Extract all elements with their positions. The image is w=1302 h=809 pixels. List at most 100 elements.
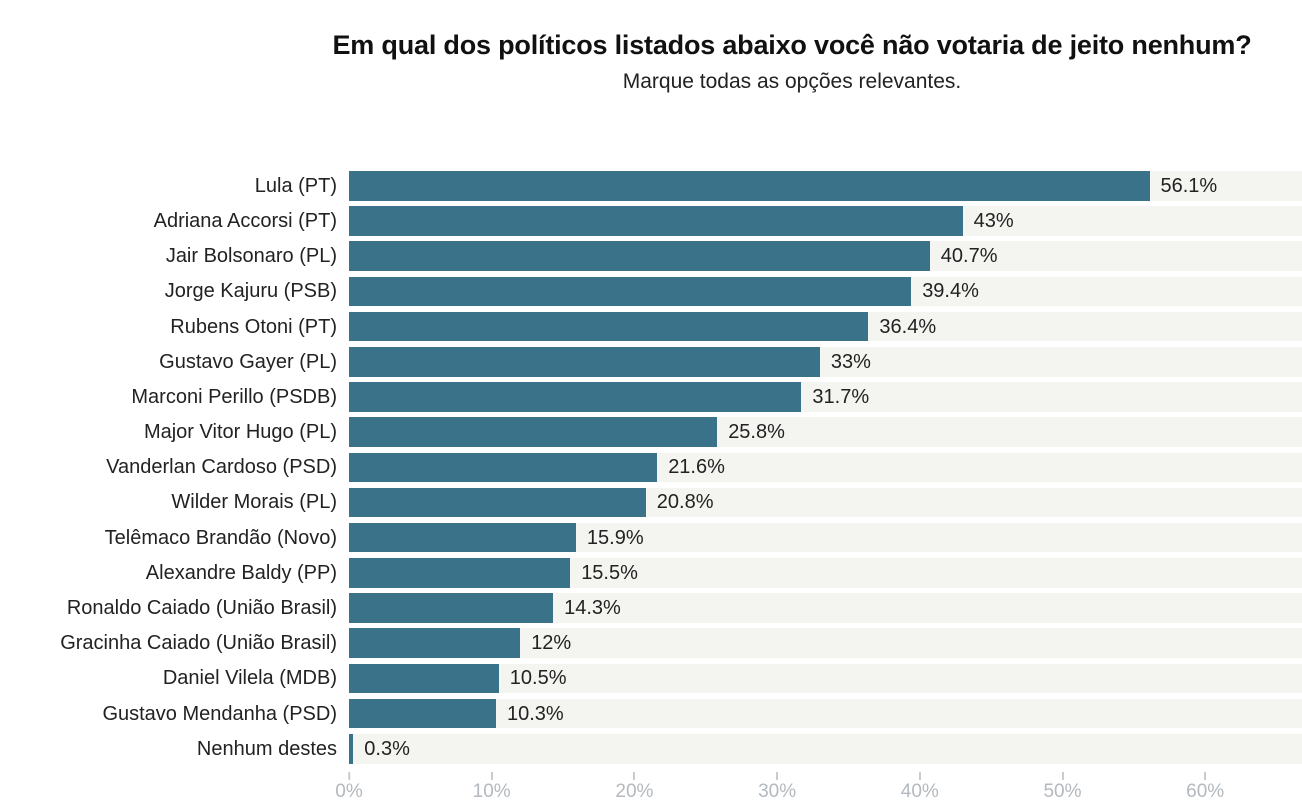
bar[interactable] xyxy=(349,663,499,694)
axis-tick-mark xyxy=(776,772,779,780)
bar[interactable] xyxy=(349,346,820,377)
bar-track: 33% xyxy=(349,346,1302,377)
category-label: Jair Bolsonaro (PL) xyxy=(165,245,337,268)
bar-track: 0.3% xyxy=(349,734,1302,764)
axis-tick: 20% xyxy=(615,772,653,801)
category-label: Marconi Perillo (PSDB) xyxy=(131,385,337,408)
bar-row: Ronaldo Caiado (União Brasil) 14.3% xyxy=(0,593,1302,623)
value-label: 21.6% xyxy=(668,456,725,479)
axis-tick-mark xyxy=(490,772,493,780)
category-label: Adriana Accorsi (PT) xyxy=(153,209,337,232)
bar-row: Alexandre Baldy (PP) 15.5% xyxy=(0,558,1302,588)
category-label: Jorge Kajuru (PSB) xyxy=(164,280,337,303)
bar-track: 14.3% xyxy=(349,593,1302,623)
axis-tick: 60% xyxy=(1186,772,1224,801)
bar-row: Daniel Vilela (MDB) 10.5% xyxy=(0,663,1302,694)
bar-row: Vanderlan Cardoso (PSD) 21.6% xyxy=(0,452,1302,483)
category-label: Ronaldo Caiado (União Brasil) xyxy=(66,597,337,620)
value-label: 10.5% xyxy=(509,667,567,690)
value-label: 15.9% xyxy=(586,526,644,549)
chart-subtitle: Marque todas as opções relevantes. xyxy=(622,70,962,93)
bar[interactable] xyxy=(349,311,869,342)
value-label: 15.5% xyxy=(581,561,638,584)
bar[interactable] xyxy=(349,558,571,588)
value-label: 43% xyxy=(973,209,1014,232)
value-label: 36.4% xyxy=(879,315,937,338)
value-label: 12% xyxy=(531,632,572,655)
bar-row: Nenhum destes 0.3% xyxy=(0,734,1302,764)
bar-row: Jorge Kajuru (PSB) 39.4% xyxy=(0,276,1302,307)
bar-track: 31.7% xyxy=(349,382,1302,412)
bar[interactable] xyxy=(349,734,354,764)
bar-track: 20.8% xyxy=(349,487,1302,518)
bar-row: Lula (PT) 56.1% xyxy=(0,171,1302,201)
bar[interactable] xyxy=(349,593,554,623)
axis-tick-mark xyxy=(348,772,350,780)
category-label: Gracinha Caiado (União Brasil) xyxy=(60,632,337,655)
axis-tick-label: 50% xyxy=(1043,781,1082,802)
axis-tick-label: 40% xyxy=(900,781,939,802)
plot-area: Lula (PT) 56.1% Adriana Accorsi (PT) 43%… xyxy=(0,171,1302,769)
value-label: 56.1% xyxy=(1160,174,1218,197)
bar-row: Gracinha Caiado (União Brasil) 12% xyxy=(0,628,1302,659)
axis-tick: 30% xyxy=(758,772,796,801)
axis-tick-mark xyxy=(918,772,921,780)
bar-track: 40.7% xyxy=(349,241,1302,271)
bar[interactable] xyxy=(349,171,1150,201)
axis-tick-label: 0% xyxy=(335,781,363,802)
axis-tick: 50% xyxy=(1043,772,1082,802)
category-label: Wilder Morais (PL) xyxy=(171,491,337,514)
value-label: 0.3% xyxy=(364,737,410,760)
axis-tick: 40% xyxy=(901,772,939,801)
bar[interactable] xyxy=(349,382,802,412)
axis-tick-label: 20% xyxy=(615,781,654,802)
bar-track: 15.5% xyxy=(349,558,1302,588)
value-label: 14.3% xyxy=(564,597,621,620)
bar[interactable] xyxy=(349,487,646,518)
axis-tick-label: 60% xyxy=(1186,781,1225,802)
bar[interactable] xyxy=(349,206,963,236)
bar-row: Telêmaco Brandão (Novo) 15.9% xyxy=(0,522,1302,553)
bar[interactable] xyxy=(349,417,718,447)
bar[interactable] xyxy=(349,452,658,483)
chart-title: Em qual dos políticos listados abaixo vo… xyxy=(332,30,1252,60)
axis-tick-mark xyxy=(633,772,636,780)
bar-row: Marconi Perillo (PSDB) 31.7% xyxy=(0,382,1302,412)
bar[interactable] xyxy=(349,241,930,271)
value-label: 40.7% xyxy=(940,245,998,268)
bar-row: Gustavo Mendanha (PSD) 10.3% xyxy=(0,698,1302,729)
axis-tick-label: 30% xyxy=(758,781,797,802)
axis-tick-mark xyxy=(1204,772,1207,780)
category-label: Gustavo Gayer (PL) xyxy=(159,350,337,373)
bar-row: Rubens Otoni (PT) 36.4% xyxy=(0,311,1302,342)
value-label: 20.8% xyxy=(656,491,714,514)
bar[interactable] xyxy=(349,522,576,553)
chart-header: Em qual dos políticos listados abaixo vo… xyxy=(282,30,1302,94)
bar-row: Adriana Accorsi (PT) 43% xyxy=(0,206,1302,236)
bar-track: 25.8% xyxy=(349,417,1302,447)
value-label: 25.8% xyxy=(728,421,785,444)
axis-tick: 0% xyxy=(335,772,363,802)
bar-row: Jair Bolsonaro (PL) 40.7% xyxy=(0,241,1302,271)
bar-track: 15.9% xyxy=(349,522,1302,553)
bar[interactable] xyxy=(349,276,912,307)
axis-tick: 10% xyxy=(473,772,511,801)
category-label: Telêmaco Brandão (Novo) xyxy=(104,526,337,549)
category-label: Nenhum destes xyxy=(196,737,337,760)
bar-track: 36.4% xyxy=(349,311,1302,342)
category-label: Vanderlan Cardoso (PSD) xyxy=(106,456,337,479)
category-label: Lula (PT) xyxy=(254,174,337,197)
value-label: 10.3% xyxy=(507,702,564,725)
category-label: Major Vitor Hugo (PL) xyxy=(143,421,337,444)
bar-track: 10.5% xyxy=(349,663,1302,694)
bar-row: Gustavo Gayer (PL) 33% xyxy=(0,346,1302,377)
category-label: Alexandre Baldy (PP) xyxy=(145,561,337,584)
bar[interactable] xyxy=(349,628,521,659)
bar-row: Major Vitor Hugo (PL) 25.8% xyxy=(0,417,1302,447)
bar-track: 10.3% xyxy=(349,698,1302,729)
bar-track: 43% xyxy=(349,206,1302,236)
bar-track: 56.1% xyxy=(349,171,1302,201)
bar[interactable] xyxy=(349,698,496,729)
category-label: Gustavo Mendanha (PSD) xyxy=(102,702,337,725)
